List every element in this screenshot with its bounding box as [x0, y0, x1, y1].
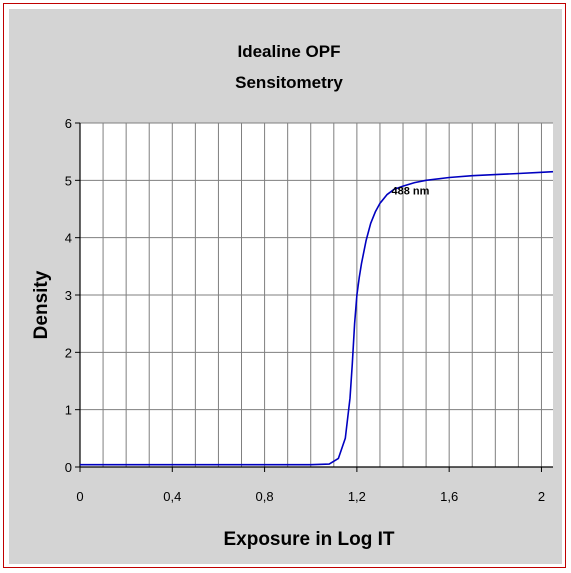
y-tick-label: 5 [65, 173, 72, 188]
series-layer [80, 170, 554, 466]
grid-lines [80, 122, 553, 467]
series-line [80, 170, 554, 466]
annotation-label: 488 nm [391, 186, 429, 198]
y-tick-label: 1 [65, 403, 72, 418]
x-tick-label: 0,8 [256, 489, 274, 504]
y-tick-label: 3 [65, 288, 72, 303]
y-tick-label: 6 [65, 116, 72, 131]
x-tick-label: 2 [538, 489, 545, 504]
axes: 0 1 2 3 4 5 6 0 0,4 0,8 1,2 1,6 2 [65, 116, 553, 504]
chart-title-line-1: Idealine OPF [238, 42, 341, 61]
y-tick-label: 2 [65, 345, 72, 360]
x-axis-title: Exposure in Log IT [223, 529, 394, 550]
x-tick-label: 1,6 [440, 489, 458, 504]
y-tick-label: 0 [65, 460, 72, 475]
y-tick-label: 4 [65, 231, 72, 246]
y-axis-title: Density [31, 270, 52, 339]
chart: Idealine OPF Sensitometry 0 1 2 3 4 5 6 0 0,4 0,8… [31, 42, 554, 550]
chart-title-line-2: Sensitometry [235, 73, 343, 92]
chart-frame: Idealine OPF Sensitometry 0 1 2 3 4 5 6 0 0,4 0,8… [3, 3, 566, 568]
x-tick-label: 0 [76, 489, 83, 504]
x-tick-label: 0,4 [163, 489, 181, 504]
annotations: 488 nm [391, 186, 429, 198]
chart-panel: Idealine OPF Sensitometry 0 1 2 3 4 5 6 0 0,4 0,8… [9, 9, 562, 564]
x-tick-label: 1,2 [348, 489, 366, 504]
